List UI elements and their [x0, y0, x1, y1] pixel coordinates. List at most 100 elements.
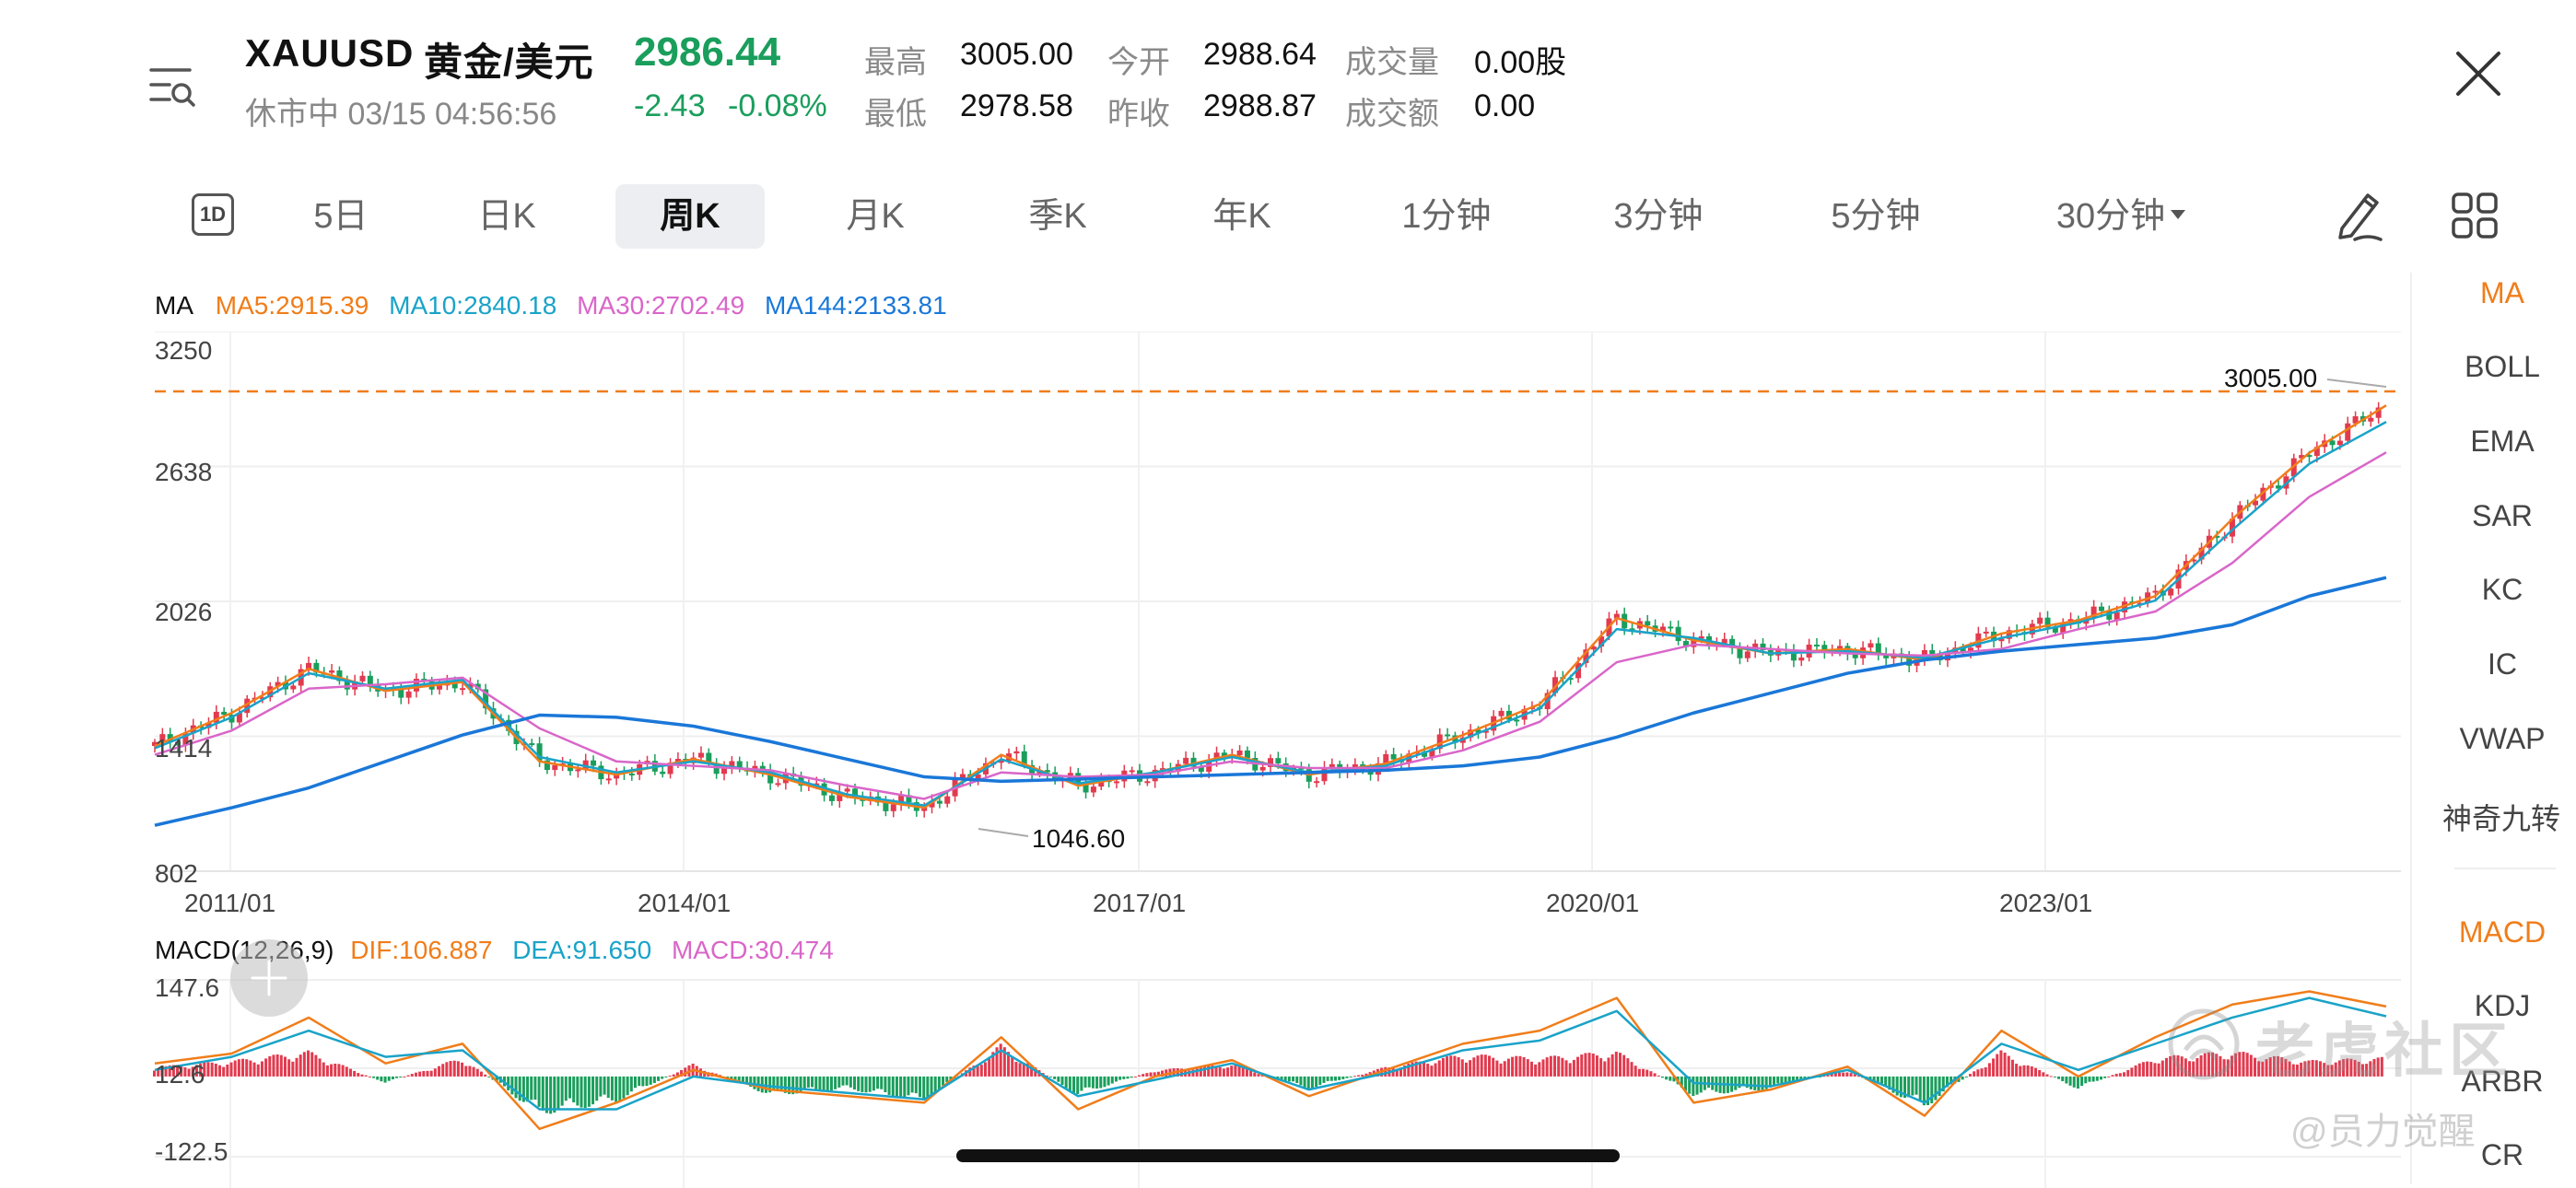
indicator-ic[interactable]: IC — [2488, 647, 2517, 681]
macd-bar — [1211, 1065, 1214, 1077]
macd-bar — [1649, 1071, 1653, 1077]
tab-quarterly[interactable]: 季K — [1028, 197, 1087, 236]
macd-bar — [2353, 1059, 2357, 1077]
macd-bar — [1879, 1076, 1883, 1084]
low-price-label: 1046.60 — [1032, 824, 1125, 853]
tab-5d[interactable]: 5日 — [313, 197, 369, 236]
y-tick-2638: 2638 — [155, 458, 212, 486]
macd-bar — [1899, 1076, 1903, 1098]
indicator-arbr[interactable]: ARBR — [2461, 1065, 2544, 1098]
x-tick-2017: 2017/01 — [1093, 889, 1186, 917]
macd-bar — [1072, 1076, 1076, 1093]
macd-bar — [876, 1076, 880, 1089]
tab-5min[interactable]: 5分钟 — [1831, 197, 1921, 236]
macd-bar — [626, 1076, 629, 1096]
candle-body — [1883, 653, 1890, 658]
home-indicator[interactable] — [956, 1149, 1620, 1162]
macd-bar — [176, 1065, 180, 1077]
macd-bar — [1030, 1065, 1034, 1077]
macd-bar — [2230, 1055, 2233, 1077]
watermark-user: @员力觉醒 — [2290, 1112, 2476, 1152]
indicator-ma[interactable]: MA — [2480, 276, 2524, 309]
indicator-kdj[interactable]: KDJ — [2474, 989, 2531, 1022]
macd-bar — [2176, 1054, 2180, 1077]
candle-body — [2214, 535, 2220, 538]
macd-bar — [930, 1076, 933, 1097]
macd-bar — [1610, 1054, 1614, 1077]
indicator-ema[interactable]: EMA — [2470, 425, 2535, 458]
macd-bar — [1856, 1076, 1860, 1077]
macd-bar — [245, 1059, 249, 1077]
macd-bar — [945, 1076, 949, 1083]
macd-bar — [668, 1075, 672, 1077]
macd-chart[interactable]: 147.6 12.6 -122.5 — [0, 976, 2410, 1188]
macd-bar — [472, 1066, 475, 1077]
macd-bar — [222, 1066, 226, 1077]
candle-body — [405, 691, 412, 698]
macd-bar — [1637, 1068, 1641, 1077]
tab-yearly[interactable]: 年K — [1212, 197, 1271, 236]
macd-bar — [1787, 1076, 1791, 1085]
tab-monthly[interactable]: 月K — [846, 197, 905, 236]
macd-bar — [857, 1076, 861, 1091]
candle-body — [1329, 763, 1335, 768]
ma-legend: MA MA5:2915.39 MA10:2840.18 MA30:2702.49… — [155, 291, 947, 320]
price-chart[interactable]: 3005.00 1046.60 3250 2638 2026 1414 802 … — [0, 332, 2410, 921]
add-crosshair-button[interactable] — [230, 939, 308, 1017]
indicator-vwap[interactable]: VWAP — [2459, 722, 2546, 755]
macd-bar — [2254, 1057, 2257, 1077]
candle-body — [1321, 767, 1328, 782]
macd-bar — [1934, 1076, 1938, 1101]
macd-bar — [168, 1065, 171, 1077]
candle-body — [1198, 766, 1204, 772]
macd-bar — [942, 1076, 945, 1086]
indicator-macd[interactable]: MACD — [2458, 915, 2547, 949]
macd-bar — [2072, 1076, 2076, 1088]
macd-bar — [1080, 1076, 1083, 1091]
chevron-down-icon[interactable] — [2171, 210, 2185, 219]
macd-bar — [638, 1076, 641, 1087]
tab-1min[interactable]: 1分钟 — [1401, 197, 1492, 236]
indicator-boll[interactable]: BOLL — [2465, 350, 2540, 383]
macd-bar — [737, 1076, 741, 1081]
indicator-magic-nine[interactable]: 神奇九转 — [2441, 802, 2560, 835]
macd-bar — [2337, 1060, 2341, 1077]
candle-body — [2044, 617, 2051, 628]
candle-body — [290, 685, 297, 690]
indicator-cr[interactable]: CR — [2480, 1138, 2524, 1171]
macd-bar — [1145, 1073, 1149, 1077]
macd-bar — [1153, 1072, 1156, 1077]
candle-body — [674, 759, 681, 763]
macd-bar — [1757, 1076, 1761, 1091]
macd-y-tick-top: 147.6 — [155, 976, 219, 1002]
tab-3min[interactable]: 3分钟 — [1613, 197, 1704, 236]
candle-body — [736, 761, 743, 768]
candle-body — [1013, 751, 1020, 754]
indicator-kc[interactable]: KC — [2481, 573, 2523, 606]
last-price: 2986.44 — [634, 29, 781, 75]
candle-body — [959, 774, 966, 779]
macd-bar — [822, 1076, 825, 1091]
macd-bar — [641, 1076, 645, 1087]
tab-daily[interactable]: 日K — [477, 197, 536, 236]
candle-body — [313, 662, 320, 673]
close-icon[interactable] — [2454, 50, 2502, 98]
macd-bar — [153, 1070, 156, 1077]
macd-bar — [1414, 1061, 1418, 1077]
candle-body — [775, 783, 781, 786]
menu-search-icon[interactable] — [147, 64, 197, 109]
tab-weekly[interactable]: 周K — [615, 184, 765, 249]
macd-bar — [1199, 1066, 1202, 1077]
grid-layout-icon[interactable] — [2451, 192, 2499, 239]
macd-bar — [2068, 1076, 2072, 1086]
indicator-sar[interactable]: SAR — [2472, 499, 2533, 532]
macd-bar — [256, 1064, 260, 1077]
candle-body — [975, 774, 981, 780]
macd-bar — [1149, 1072, 1153, 1077]
macd-bar — [672, 1074, 675, 1077]
period-1d-icon[interactable]: 1D — [192, 193, 234, 236]
draw-pen-icon[interactable] — [2333, 188, 2384, 243]
candle-body — [1429, 749, 1435, 757]
macd-bar — [1903, 1076, 1907, 1099]
tab-30min[interactable]: 30分钟 — [2055, 197, 2166, 236]
